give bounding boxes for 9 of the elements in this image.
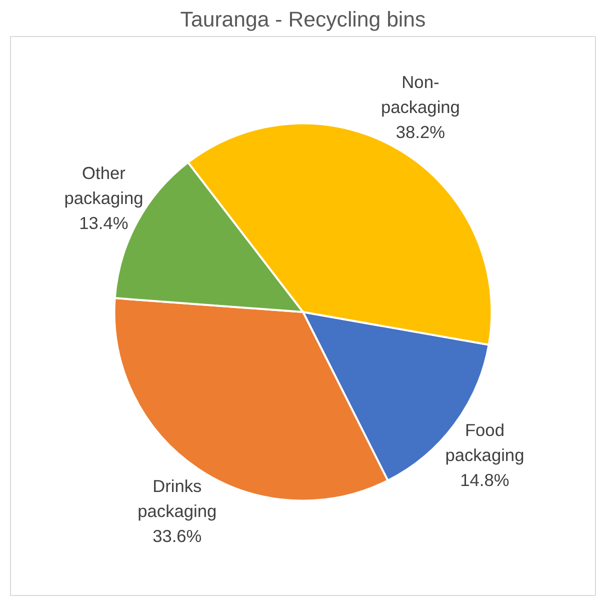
data-label: 13.4% bbox=[79, 213, 128, 234]
data-label: 38.2% bbox=[396, 122, 446, 142]
data-label: 14.8% bbox=[460, 470, 510, 490]
slice-label: Other packaging bbox=[64, 163, 144, 208]
data-label: 33.6% bbox=[152, 526, 202, 546]
slice-label: Drinks packaging bbox=[138, 476, 217, 522]
slice-label: Non-packaging bbox=[380, 72, 460, 118]
chart-title: Tauranga - Recycling bins bbox=[180, 8, 426, 32]
slice-label: Food packaging bbox=[445, 420, 524, 465]
